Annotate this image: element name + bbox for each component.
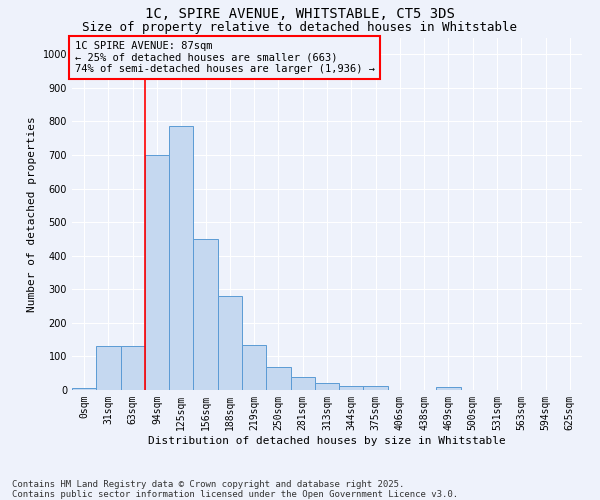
Text: Contains HM Land Registry data © Crown copyright and database right 2025.: Contains HM Land Registry data © Crown c… <box>12 480 404 489</box>
Bar <box>315 382 339 390</box>
Bar <box>72 388 96 390</box>
Text: Size of property relative to detached houses in Whitstable: Size of property relative to detached ho… <box>83 21 517 34</box>
Text: Contains public sector information licensed under the Open Government Licence v3: Contains public sector information licen… <box>12 490 458 499</box>
Bar <box>266 366 290 390</box>
Bar <box>218 296 242 390</box>
Bar <box>364 386 388 390</box>
Bar <box>436 388 461 390</box>
Bar <box>339 386 364 390</box>
Bar <box>193 239 218 390</box>
Bar <box>290 376 315 390</box>
Text: 1C, SPIRE AVENUE, WHITSTABLE, CT5 3DS: 1C, SPIRE AVENUE, WHITSTABLE, CT5 3DS <box>145 8 455 22</box>
Bar <box>96 346 121 390</box>
Bar <box>242 346 266 390</box>
Y-axis label: Number of detached properties: Number of detached properties <box>27 116 37 312</box>
Bar <box>169 126 193 390</box>
Bar <box>145 155 169 390</box>
Text: 1C SPIRE AVENUE: 87sqm
← 25% of detached houses are smaller (663)
74% of semi-de: 1C SPIRE AVENUE: 87sqm ← 25% of detached… <box>74 41 374 74</box>
X-axis label: Distribution of detached houses by size in Whitstable: Distribution of detached houses by size … <box>148 436 506 446</box>
Bar <box>121 346 145 390</box>
